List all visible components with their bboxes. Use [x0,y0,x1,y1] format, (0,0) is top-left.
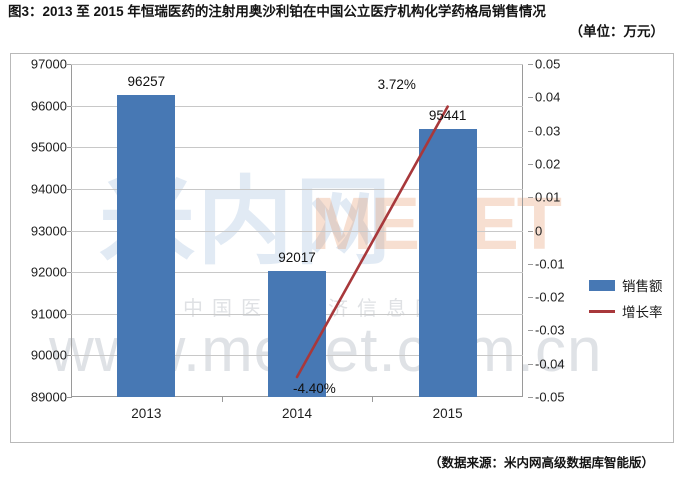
x-axis-tick-2014: 2014 [281,406,313,421]
y-axis-left-tick-mark [67,64,72,65]
legend-item-增长率[interactable]: 增长率 [589,298,663,324]
y-axis-left-tick-label: 97000 [30,56,67,72]
bar-2013[interactable] [117,94,176,397]
y-axis-right-tick-label: -0.02 [535,289,565,305]
growth-rate-label: -4.40% [293,381,336,397]
y-axis-right-tick-label: 0.04 [535,89,561,105]
gridline [71,64,523,65]
legend-line-swatch-icon [589,309,615,313]
bar-value-label: 95441 [428,107,467,123]
x-axis-tick-mark [372,397,374,402]
unit-label: （单位：万元） [569,24,665,39]
y-axis-right-tick-label: 0.03 [535,123,561,139]
legend-bar-swatch-icon [589,279,615,291]
growth-rate-line [295,105,449,379]
y-axis-right-tick-label: 0.02 [535,156,561,172]
plot-area: 96257 92017 95441 -4.40% 3.72% [71,64,523,397]
y-axis-right-tick-label: 0.05 [535,56,561,72]
y-axis-left-tick-mark [67,230,72,232]
y-axis-right-tick-label: -0.04 [535,356,565,372]
y-axis-right-tick-mark [528,330,533,332]
gridline [71,188,523,190]
bar-value-label: 96257 [127,73,166,89]
gridline [71,230,523,232]
y-axis-left-tick-mark [67,397,72,398]
y-axis-right-tick-label: 0 [535,223,543,238]
y-axis-left-tick-mark [67,188,72,190]
legend-item-label: 销售额 [622,279,663,294]
x-axis-tick-mark [221,397,223,402]
chart-legend: 销售额 增长率 [589,272,663,324]
y-axis-right-tick-mark [528,397,533,398]
y-axis-right-tick-mark [528,163,533,165]
y-axis-right-tick-mark [528,130,533,132]
data-source-note: （数据来源：米内网高级数据库智能版） [428,456,654,470]
y-axis-right: 0.05 0.04 0.03 0.02 0.01 0 -0.01 -0.02 -0.03 -0.0… [528,57,583,405]
legend-item-label: 增长率 [622,305,663,320]
x-axis: 2013 2014 2015 [71,397,523,430]
y-axis-right-tick-label: -0.01 [535,256,565,272]
y-axis-left-tick-mark [67,147,72,149]
y-axis-right-tick-label: -0.05 [535,389,565,405]
figure-title-block: 图3：2013 至 2015 年恒瑞医药的注射用奥沙利铂在中国公立医疗机构化学药… [8,2,676,42]
y-axis-left-tick-label: 90000 [30,347,67,363]
y-axis-right-tick-mark [528,363,533,365]
y-axis-left-tick-label: 96000 [30,98,67,114]
y-axis-left: 97000 96000 95000 94000 93000 92000 91000 90000… [17,57,72,405]
y-axis-left-tick-label: 95000 [30,139,67,155]
y-axis-right-tick-mark [528,197,533,199]
bar-2015[interactable] [418,128,477,397]
bar-value-label: 92017 [278,250,316,266]
x-axis-tick-2013: 2013 [131,406,162,421]
page-title: 图3：2013 至 2015 年恒瑞医药的注射用奥沙利铂在中国公立医疗机构化学药… [8,4,546,19]
y-axis-right-tick-mark [528,297,533,299]
y-axis-right-tick-label: -0.03 [535,322,565,338]
y-axis-right-tick-mark [528,230,533,232]
y-axis-left-tick-label: 89000 [30,389,67,405]
y-axis-left-tick-label: 93000 [30,223,67,238]
growth-rate-label: 3.72% [377,76,416,92]
gridline [71,147,523,149]
y-axis-left-tick-label: 94000 [30,181,67,197]
y-axis-left-tick-mark [67,105,72,107]
y-axis-right-tick-mark [528,64,533,65]
y-axis-left-tick-mark [67,355,72,357]
legend-item-销售额[interactable]: 销售额 [589,272,663,298]
y-axis-left-tick-mark [67,313,72,315]
y-axis-right-tick-mark [528,263,533,265]
y-axis-left-tick-label: 92000 [30,264,67,280]
gridline [71,105,523,107]
chart-container: 米内网 MENET 中国医药经济信息网 www.menet.com.cn 970… [10,53,674,443]
y-axis-right-tick-mark [528,97,533,99]
y-axis-left-tick-label: 91000 [30,306,67,322]
y-axis-left-tick-mark [67,272,72,274]
growth-rate-polyline [295,105,449,379]
x-axis-tick-2015: 2015 [432,406,463,421]
y-axis-right-tick-label: 0.01 [535,189,561,205]
